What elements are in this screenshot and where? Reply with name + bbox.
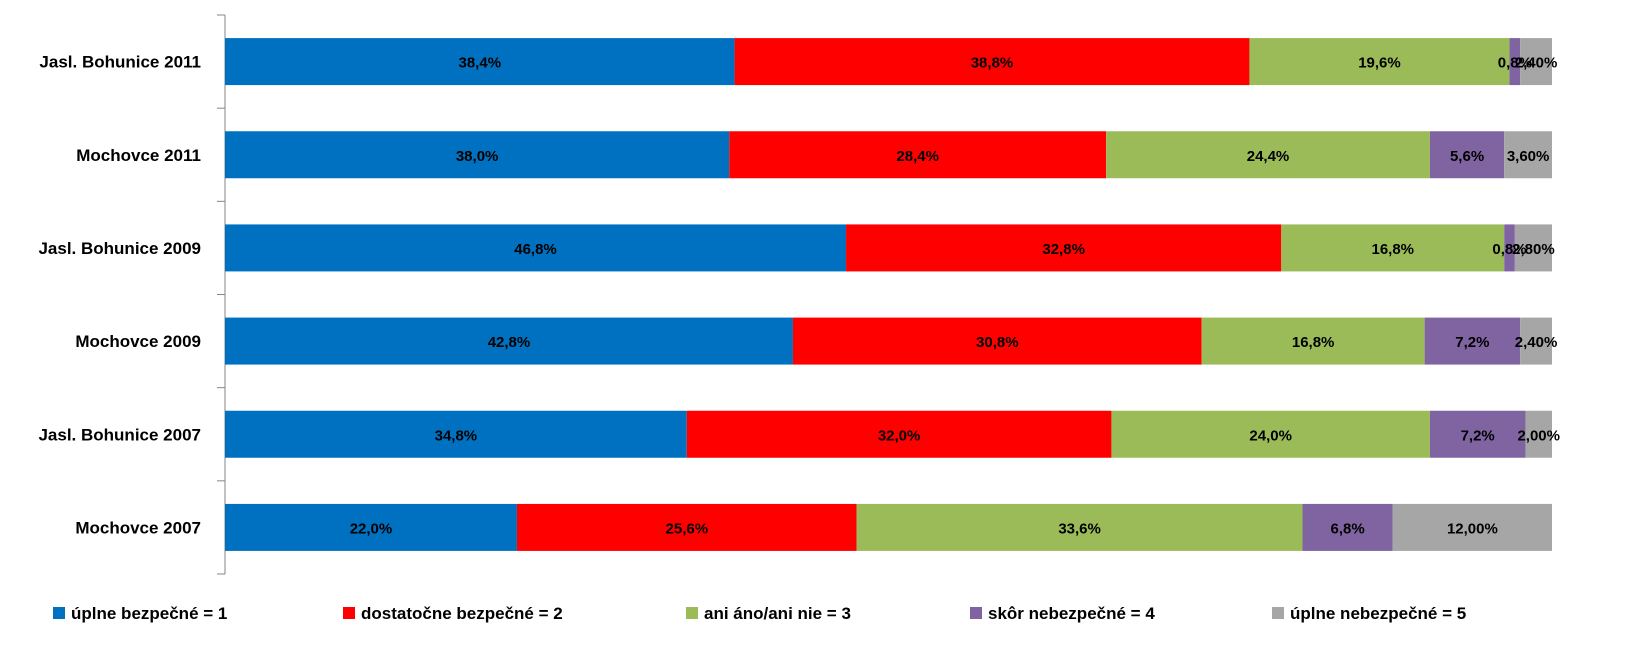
category-label: Mochovce 2007: [75, 518, 201, 537]
bar-segment: [225, 317, 793, 365]
legend-label: ani áno/ani nie = 3: [704, 604, 851, 623]
data-label: 16,8%: [1292, 334, 1335, 351]
bar-segment: [1429, 410, 1526, 458]
data-label: 24,4%: [1247, 148, 1290, 165]
bar-segment: [856, 503, 1303, 551]
data-label: 7,2%: [1455, 334, 1489, 351]
category-label: Mochovce 2011: [76, 146, 201, 165]
data-label: 30,8%: [976, 334, 1019, 351]
bar-segment: [1424, 317, 1521, 365]
data-label: 2,40%: [1515, 55, 1558, 72]
bar-segment: [1525, 410, 1552, 458]
data-label: 24,0%: [1249, 427, 1292, 444]
bar-segment: [846, 224, 1282, 272]
bar-segment: [1520, 38, 1552, 86]
bar-segment: [1302, 503, 1393, 551]
data-label: 7,2%: [1461, 427, 1495, 444]
category-label: Mochovce 2009: [75, 332, 201, 351]
legend-swatch: [1272, 607, 1284, 619]
bar-segment: [1249, 38, 1510, 86]
bar-segment: [1514, 224, 1552, 272]
bar-segment: [1106, 131, 1430, 179]
bar-segment: [225, 38, 735, 86]
data-label: 0,8%: [1498, 55, 1532, 72]
data-label: 2,40%: [1515, 334, 1558, 351]
data-label: 38,0%: [456, 148, 499, 165]
legend-swatch: [53, 607, 65, 619]
bar-segment: [225, 131, 730, 179]
bar-segment: [225, 224, 847, 272]
data-label: 6,8%: [1331, 520, 1365, 537]
legend-swatch: [686, 607, 698, 619]
bar-segment: [1504, 131, 1552, 179]
data-label: 2,00%: [1517, 427, 1560, 444]
category-label: Jasl. Bohunice 2009: [38, 239, 201, 258]
bar-segment: [1504, 224, 1515, 272]
data-label: 46,8%: [514, 241, 557, 258]
data-label: 22,0%: [350, 520, 393, 537]
bar-segment: [729, 131, 1107, 179]
data-label: 38,8%: [971, 55, 1014, 72]
bar-segment: [1281, 224, 1505, 272]
bar-segment: [225, 503, 517, 551]
bar-segment: [1201, 317, 1425, 365]
category-label: Jasl. Bohunice 2011: [39, 53, 201, 72]
data-label: 19,6%: [1358, 55, 1401, 72]
legend-label: úplne bezpečné = 1: [71, 604, 227, 623]
bar-segment: [1392, 503, 1552, 551]
bar-segment: [1429, 131, 1505, 179]
data-label: 32,8%: [1042, 241, 1085, 258]
category-label: Jasl. Bohunice 2007: [38, 425, 201, 444]
data-label: 38,4%: [459, 55, 502, 72]
data-label: 28,4%: [896, 148, 939, 165]
data-label: 34,8%: [435, 427, 478, 444]
bar-segment: [225, 410, 687, 458]
legend-label: úplne nebezpečné = 5: [1290, 604, 1466, 623]
data-label: 25,6%: [666, 520, 709, 537]
data-label: 2,80%: [1512, 241, 1555, 258]
data-label: 42,8%: [488, 334, 531, 351]
legend-label: skôr nebezpečné = 4: [988, 604, 1155, 623]
bar-segment: [1520, 317, 1552, 365]
data-label: 0,8%: [1492, 241, 1526, 258]
bar-segment: [1509, 38, 1521, 86]
bar-segment: [1111, 410, 1430, 458]
data-label: 16,8%: [1371, 241, 1414, 258]
bar-segment: [516, 503, 857, 551]
legend-swatch: [343, 607, 355, 619]
data-label: 32,0%: [878, 427, 921, 444]
legend-label: dostatočne bezpečné = 2: [361, 604, 563, 623]
bar-segment: [734, 38, 1250, 86]
bar-segment: [792, 317, 1202, 365]
data-label: 33,6%: [1058, 520, 1101, 537]
bar-segment: [686, 410, 1112, 458]
data-label: 5,6%: [1450, 148, 1484, 165]
data-label: 12,00%: [1447, 520, 1498, 537]
data-label: 3,60%: [1507, 148, 1550, 165]
legend-swatch: [970, 607, 982, 619]
